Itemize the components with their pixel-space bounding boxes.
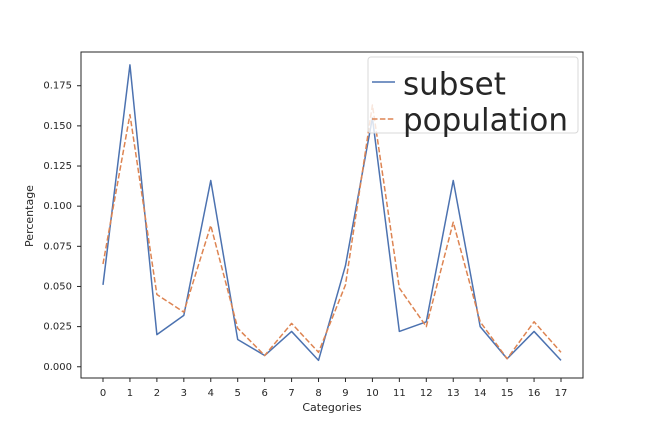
x-axis-label: Categories [302,401,362,414]
y-tick-label: 0.025 [43,322,72,333]
x-tick-label: 2 [154,388,160,399]
x-tick-label: 6 [261,388,267,399]
legend-label-subset: subset [403,67,506,103]
x-tick-label: 14 [474,388,487,399]
x-tick-label: 1 [127,388,133,399]
x-tick-label: 17 [555,388,568,399]
x-tick-label: 7 [288,388,294,399]
y-axis: 0.000 0.025 0.050 0.075 0.100 0.125 0.150 0.175 [43,81,81,373]
series-line-subset [102,64,562,362]
y-tick-label: 0.100 [43,201,72,212]
legend: subset population [367,56,579,139]
y-tick-label: 0.075 [43,241,72,252]
x-tick-label: 8 [315,388,321,399]
y-axis-label: Percentage [23,185,36,247]
x-tick-label: 0 [100,388,106,399]
x-tick-label: 4 [208,388,214,399]
legend-label-population: population [403,103,568,139]
series-layer [102,64,562,362]
x-tick-label: 15 [501,388,514,399]
y-tick-label: 0.150 [43,121,72,132]
x-tick-label: 5 [235,388,241,399]
y-tick-label: 0.175 [43,81,72,92]
y-tick-label: 0.000 [43,362,72,373]
y-tick-label: 0.050 [43,281,72,292]
x-tick-label: 3 [181,388,187,399]
plot-frame [80,51,584,379]
x-tick-label: 9 [342,388,348,399]
x-tick-label: 12 [420,388,433,399]
x-tick-label: 10 [366,388,379,399]
legend-box [367,56,579,134]
series-line-population [102,104,562,360]
x-tick-label: 11 [393,388,406,399]
x-tick-label: 16 [528,388,541,399]
x-tick-label: 13 [447,388,460,399]
x-axis: 0 1 2 3 4 5 6 7 8 9 10 11 12 13 14 15 16 17 [100,378,568,399]
y-tick-label: 0.125 [43,161,72,172]
